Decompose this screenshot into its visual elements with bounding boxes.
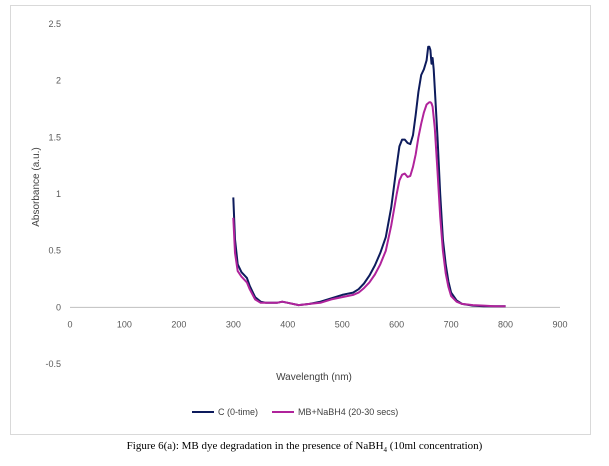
y-axis-title: Absorbance (a.u.) xyxy=(31,147,42,227)
y-tick-label: 1 xyxy=(56,189,61,199)
x-tick-label: 0 xyxy=(67,319,72,329)
x-tick-label: 600 xyxy=(389,319,404,329)
y-tick-label: 1.5 xyxy=(48,132,61,142)
y-axis-ticks: -0.5 0 0.5 1 1.5 2 2.5 xyxy=(45,19,61,369)
caption-subscript: 4 xyxy=(383,446,388,455)
x-tick-label: 500 xyxy=(335,319,350,329)
series-group xyxy=(232,45,506,308)
series-line-1 xyxy=(232,45,506,308)
x-tick-label: 900 xyxy=(552,319,567,329)
x-axis-title: Wavelength (nm) xyxy=(276,372,352,383)
x-tick-label: 400 xyxy=(280,319,295,329)
y-tick-label: -0.5 xyxy=(45,359,61,369)
x-tick-label: 200 xyxy=(171,319,186,329)
series-line-2 xyxy=(232,101,506,308)
legend: C (0-time) MB+NaBH4 (20-30 secs) xyxy=(192,407,398,417)
x-tick-label: 300 xyxy=(226,319,241,329)
caption-main: Figure 6(a): MB dye degradation in the p… xyxy=(126,440,384,452)
legend-label-2: MB+NaBH4 (20-30 secs) xyxy=(298,407,398,417)
y-tick-label: 2 xyxy=(56,76,61,86)
chart-area xyxy=(10,5,591,435)
y-tick-label: 0.5 xyxy=(48,246,61,256)
y-tick-label: 2.5 xyxy=(48,19,61,29)
x-tick-label: 700 xyxy=(444,319,459,329)
y-tick-label: 0 xyxy=(56,302,61,312)
x-tick-label: 800 xyxy=(498,319,513,329)
line-chart: -0.5 0 0.5 1 1.5 2 2.5 0 100 200 300 400 500 600 700 8… xyxy=(31,19,568,417)
x-tick-label: 100 xyxy=(117,319,132,329)
x-axis-ticks: 0 100 200 300 400 500 600 700 800 900 xyxy=(67,319,567,329)
caption-tail: (10ml concentration) xyxy=(387,440,483,452)
figure-caption: Figure 6(a): MB dye degradation in the p… xyxy=(0,440,609,454)
legend-label-1: C (0-time) xyxy=(218,407,258,417)
